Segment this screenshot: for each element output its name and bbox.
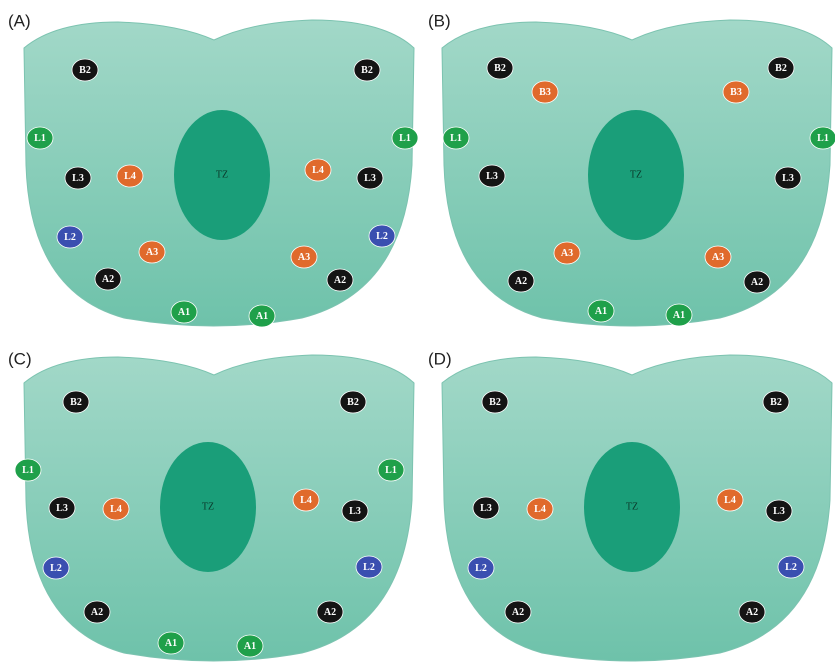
panel-label: (B) — [428, 11, 451, 30]
biopsy-label: A3 — [712, 252, 724, 263]
biopsy-label: A1 — [256, 311, 268, 322]
biopsy-label: L2 — [475, 563, 487, 574]
panel-label: (D) — [428, 349, 452, 368]
biopsy-label: B2 — [770, 397, 782, 408]
biopsy-label: L4 — [312, 165, 324, 176]
biopsy-label: L3 — [773, 506, 785, 517]
biopsy-label: L4 — [534, 504, 546, 515]
biopsy-label: A1 — [673, 310, 685, 321]
biopsy-label: L1 — [399, 133, 411, 144]
biopsy-label: B2 — [489, 397, 501, 408]
biopsy-label: L3 — [56, 503, 68, 514]
tz-label: TZ — [216, 169, 228, 180]
biopsy-label: L1 — [385, 465, 397, 476]
biopsy-label: A2 — [751, 277, 763, 288]
biopsy-label: A2 — [102, 274, 114, 285]
biopsy-label: A1 — [165, 638, 177, 649]
biopsy-label: A2 — [324, 607, 336, 618]
biopsy-label: L2 — [785, 562, 797, 573]
biopsy-label: A3 — [298, 252, 310, 263]
biopsy-label: B2 — [361, 65, 373, 76]
biopsy-label: A2 — [746, 607, 758, 618]
tz-label: TZ — [630, 169, 642, 180]
biopsy-label: B3 — [730, 87, 742, 98]
biopsy-label: B3 — [539, 87, 551, 98]
tz-label: TZ — [202, 501, 214, 512]
biopsy-label: L2 — [64, 232, 76, 243]
panel-label: (A) — [8, 11, 31, 30]
biopsy-label: A2 — [512, 607, 524, 618]
biopsy-label: A3 — [146, 247, 158, 258]
biopsy-label: L1 — [450, 133, 462, 144]
biopsy-label: L1 — [22, 465, 34, 476]
biopsy-label: L4 — [124, 171, 136, 182]
biopsy-label: A2 — [91, 607, 103, 618]
tz-label: TZ — [626, 501, 638, 512]
biopsy-label: A1 — [244, 641, 256, 652]
biopsy-label: L3 — [486, 171, 498, 182]
biopsy-label: B2 — [775, 63, 787, 74]
biopsy-label: B2 — [494, 63, 506, 74]
biopsy-label: A2 — [334, 275, 346, 286]
biopsy-label: L3 — [349, 506, 361, 517]
biopsy-label: L3 — [782, 173, 794, 184]
panel: (D) TZ B2 B2 L3 L4 L4 L3 L2 L2 A2 A2 — [428, 349, 832, 661]
diagram: (A)TZB2B2L1L1L3L4L4L3L2L2A3A3A2A2A1A1(B)… — [0, 0, 835, 672]
biopsy-label: L2 — [50, 563, 62, 574]
biopsy-label: B2 — [70, 397, 82, 408]
biopsy-label: A3 — [561, 248, 573, 259]
panel-label: (C) — [8, 349, 32, 368]
biopsy-label: B2 — [79, 65, 91, 76]
biopsy-label: L1 — [34, 133, 46, 144]
biopsy-label: L3 — [72, 173, 84, 184]
biopsy-label: A1 — [178, 307, 190, 318]
biopsy-label: L3 — [364, 173, 376, 184]
biopsy-label: L2 — [363, 562, 375, 573]
biopsy-label: L2 — [376, 231, 388, 242]
panel: (C) TZ B2 B2 L1 L1 L3 L4 L4 L3 L2 L2 A2 A2 A1 A1 — [8, 349, 414, 661]
biopsy-label: L4 — [300, 495, 312, 506]
panel: (B) TZ B2 B3 B3 B2 L1 L1 L3 L3 A3 A3 A2 A2 A1 A1 — [428, 11, 835, 326]
biopsy-label: L4 — [110, 504, 122, 515]
biopsy-label: L4 — [724, 495, 736, 506]
biopsy-label: A1 — [595, 306, 607, 317]
biopsy-label: A2 — [515, 276, 527, 287]
biopsy-label: L1 — [817, 133, 829, 144]
biopsy-label: B2 — [347, 397, 359, 408]
panel: (A) TZ B2 B2 L1 L1 L3 L4 L4 L3 L2 L2 A3 A3 A2 A2 A1 A1 — [8, 11, 418, 327]
biopsy-label: L3 — [480, 503, 492, 514]
